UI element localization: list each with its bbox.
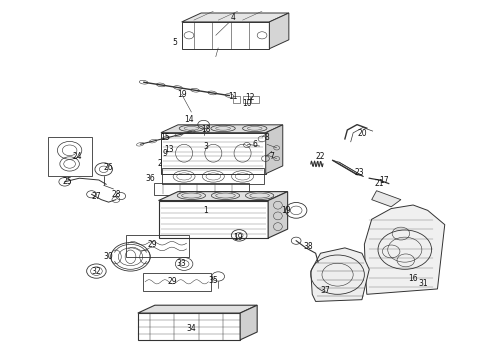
- Text: 26: 26: [104, 163, 113, 172]
- Polygon shape: [159, 192, 288, 201]
- Text: 15: 15: [160, 132, 170, 141]
- Polygon shape: [333, 160, 364, 176]
- Text: 33: 33: [177, 260, 187, 269]
- Text: 35: 35: [208, 275, 218, 284]
- Text: 22: 22: [316, 152, 325, 161]
- Polygon shape: [311, 248, 369, 301]
- Text: 7: 7: [270, 152, 274, 161]
- Text: 16: 16: [408, 274, 418, 283]
- Text: 20: 20: [357, 129, 367, 138]
- Text: 36: 36: [145, 174, 155, 183]
- Text: 1: 1: [204, 206, 208, 215]
- Text: 31: 31: [418, 279, 428, 288]
- Text: 5: 5: [172, 38, 177, 47]
- Polygon shape: [182, 13, 289, 22]
- Polygon shape: [138, 305, 257, 313]
- Text: 19: 19: [282, 206, 291, 215]
- Text: 29: 29: [167, 277, 177, 286]
- Text: 11: 11: [228, 91, 238, 100]
- Polygon shape: [372, 191, 401, 207]
- Polygon shape: [268, 192, 288, 238]
- Text: 29: 29: [147, 240, 157, 249]
- Polygon shape: [365, 205, 445, 294]
- Text: 25: 25: [62, 177, 72, 186]
- Text: 19: 19: [177, 90, 187, 99]
- Text: 17: 17: [379, 176, 389, 185]
- Text: 32: 32: [92, 267, 101, 276]
- Text: 37: 37: [320, 286, 330, 295]
- Text: 18: 18: [201, 126, 211, 135]
- Polygon shape: [240, 305, 257, 340]
- Text: 24: 24: [72, 152, 82, 161]
- Text: 19: 19: [233, 233, 243, 242]
- Text: 21: 21: [374, 179, 384, 188]
- Text: 2: 2: [157, 159, 162, 168]
- Text: 28: 28: [111, 190, 121, 199]
- Text: 6: 6: [252, 140, 257, 149]
- Text: 38: 38: [303, 242, 313, 251]
- Text: 10: 10: [243, 99, 252, 108]
- Text: 13: 13: [165, 145, 174, 154]
- Text: 27: 27: [92, 192, 101, 201]
- Text: 14: 14: [184, 115, 194, 124]
- Text: 34: 34: [187, 324, 196, 333]
- Text: 23: 23: [355, 168, 364, 177]
- Text: 12: 12: [245, 93, 255, 102]
- Text: 30: 30: [104, 252, 114, 261]
- Polygon shape: [161, 125, 283, 133]
- Text: 9: 9: [162, 149, 167, 158]
- Text: 3: 3: [203, 141, 208, 150]
- Polygon shape: [266, 125, 283, 174]
- Polygon shape: [270, 13, 289, 49]
- Text: 8: 8: [265, 132, 270, 141]
- Text: 4: 4: [230, 13, 235, 22]
